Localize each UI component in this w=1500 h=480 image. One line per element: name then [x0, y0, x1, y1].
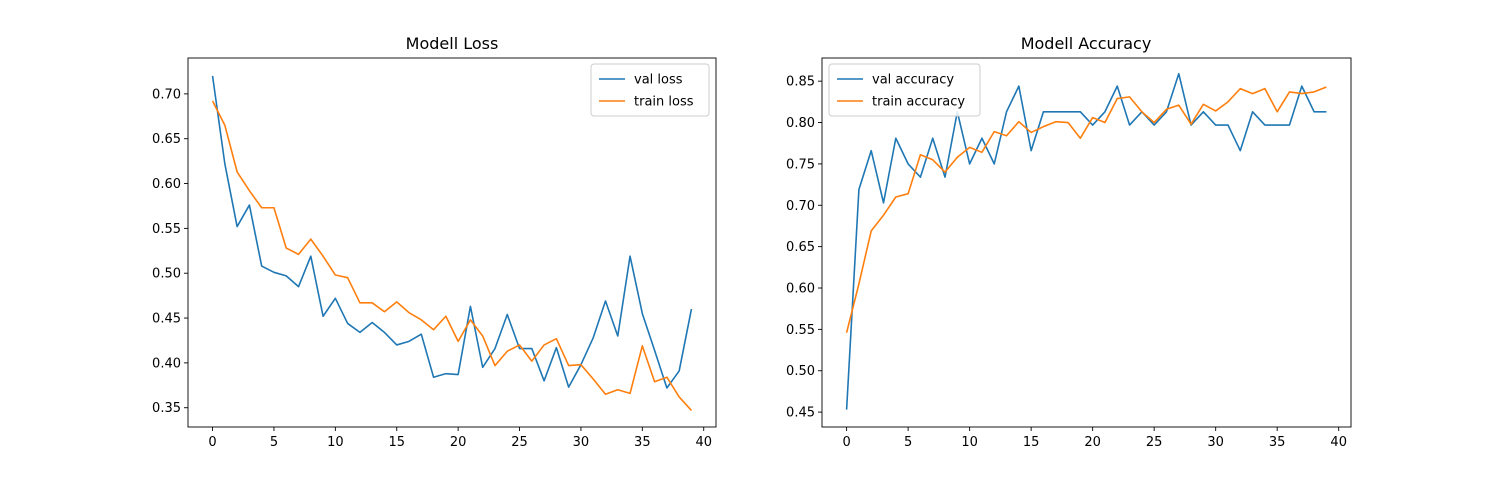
loss-legend: val loss train loss — [590, 63, 710, 117]
y-tick-label: 0.80 — [786, 116, 815, 131]
x-tick-label: 40 — [1330, 435, 1347, 450]
x-tick-label: 5 — [270, 435, 278, 450]
loss-plot-area: 0 5 10 15 20 25 30 35 40 0.35 0.40 0.45 0.50 0.55 0.60… — [152, 57, 717, 450]
accuracy-plot-area: 0 5 10 15 20 25 30 35 40 0.45 0.50 0.55 0.60 0.65 0.70… — [786, 57, 1352, 450]
y-tick-label: 0.40 — [152, 356, 181, 371]
loss-series-line-val — [211, 75, 693, 389]
x-tick-label: 25 — [1146, 435, 1163, 450]
x-tick-label: 10 — [327, 435, 344, 450]
y-tick-label: 0.50 — [786, 364, 815, 379]
x-tick-label: 0 — [208, 435, 216, 450]
y-tick-label: 0.60 — [152, 177, 181, 192]
y-tick-label: 0.55 — [152, 222, 181, 237]
x-tick-label: 10 — [961, 435, 978, 450]
legend-label: train loss — [634, 95, 694, 110]
loss-axes-frame — [187, 57, 717, 428]
y-tick-label: 0.55 — [786, 323, 815, 338]
accuracy-legend: val accuracy train accuracy — [828, 63, 981, 117]
y-tick-label: 0.45 — [786, 406, 815, 421]
legend-label: train accuracy — [872, 95, 965, 110]
accuracy-series-line-train — [845, 86, 1327, 333]
x-tick-label: 20 — [450, 435, 467, 450]
x-tick-label: 35 — [634, 435, 651, 450]
x-tick-label: 25 — [511, 435, 528, 450]
x-tick-label: 0 — [842, 435, 850, 450]
y-tick-label: 0.65 — [786, 240, 815, 255]
y-tick-label: 0.70 — [786, 199, 815, 214]
accuracy-chart: Modell Accuracy 0 5 10 15 20 25 30 35 40 0.45 0.50… — [786, 34, 1352, 450]
x-tick-label: 40 — [695, 435, 712, 450]
x-tick-label: 5 — [904, 435, 912, 450]
x-tick-label: 30 — [1207, 435, 1224, 450]
accuracy-axes-frame — [821, 57, 1352, 428]
y-tick-label: 0.65 — [152, 132, 181, 147]
legend-label: val loss — [634, 73, 683, 88]
y-tick-label: 0.60 — [786, 282, 815, 297]
legend-label: val accuracy — [872, 73, 954, 88]
y-tick-label: 0.75 — [786, 157, 815, 172]
accuracy-chart-title: Modell Accuracy — [1021, 34, 1152, 53]
x-tick-label: 15 — [1023, 435, 1040, 450]
y-tick-label: 0.70 — [152, 87, 181, 102]
y-tick-label: 0.35 — [152, 401, 181, 416]
loss-series-line-train — [211, 100, 693, 411]
legend-box — [828, 63, 981, 117]
loss-chart-title: Modell Loss — [406, 34, 499, 53]
x-tick-label: 20 — [1084, 435, 1101, 450]
x-tick-label: 30 — [573, 435, 590, 450]
y-tick-label: 0.50 — [152, 267, 181, 282]
y-tick-label: 0.45 — [152, 312, 181, 327]
loss-chart: Modell Loss 0 5 10 15 20 25 30 35 40 0.35 0.40 0.45… — [152, 34, 717, 450]
y-tick-label: 0.85 — [786, 75, 815, 90]
x-tick-label: 15 — [388, 435, 405, 450]
x-tick-label: 35 — [1269, 435, 1286, 450]
legend-box — [590, 63, 710, 117]
